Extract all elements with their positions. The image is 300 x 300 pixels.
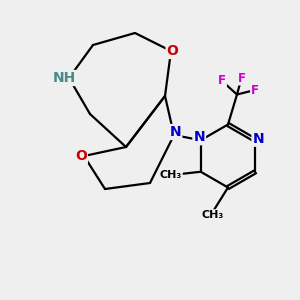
Text: CH₃: CH₃ (160, 170, 182, 180)
Text: F: F (238, 71, 245, 85)
Text: N: N (194, 130, 205, 144)
Text: CH₃: CH₃ (202, 210, 224, 220)
Text: F: F (218, 74, 226, 88)
Text: NH: NH (53, 71, 76, 85)
Text: N: N (170, 125, 181, 139)
Text: N: N (253, 132, 264, 146)
Text: F: F (251, 83, 259, 97)
Text: O: O (167, 44, 178, 58)
Text: O: O (75, 149, 87, 163)
